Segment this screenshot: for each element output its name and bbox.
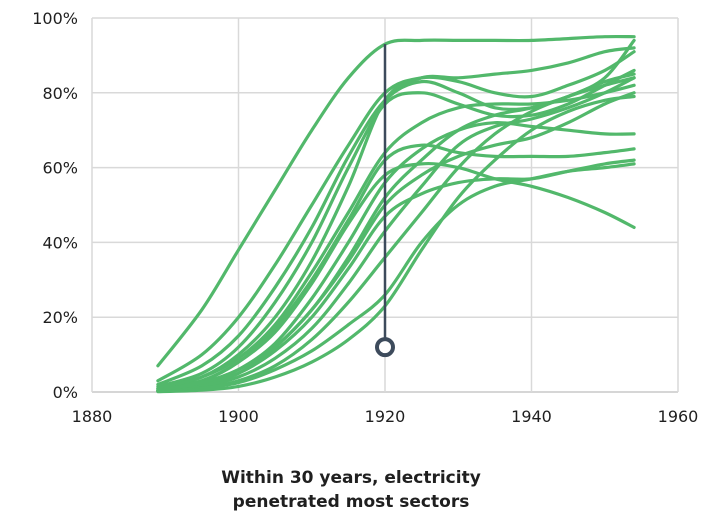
x-tick-label: 1940 [511,407,552,426]
series-line-3 [156,38,636,387]
series-lines [156,34,636,394]
x-tick-label: 1920 [365,407,406,426]
y-tick-label: 20% [42,308,78,327]
y-tick-label: 60% [42,159,78,178]
x-tick-label: 1900 [218,407,259,426]
highlight-marker [375,44,395,358]
series-line-11 [156,76,636,393]
x-tick-label: 1880 [72,407,113,426]
series-line-2 [156,50,636,383]
series-line-8 [156,121,636,392]
x-tick-label: 1960 [658,407,699,426]
x-axis-ticks: 1880 1900 1920 1940 1960 [72,407,699,426]
y-tick-label: 80% [42,84,78,103]
line-chart: 0% 20% 40% 60% 80% 100% 1880 1900 1920 1940 1960 [32,9,699,426]
series-line-12 [156,76,636,393]
caption-line-2: penetrated most sectors [232,492,470,512]
series-line-1 [156,34,636,368]
series-line-4 [156,68,636,388]
series-line-16 [156,91,636,392]
series-line-9 [156,72,636,392]
series-line-14 [156,94,636,394]
series-line-5 [156,46,636,390]
caption-line-1: Within 30 years, electricity [221,468,481,488]
y-tick-label: 40% [42,233,78,252]
marker-circle [375,337,395,358]
series-line-13 [156,162,636,393]
y-tick-label: 0% [53,383,78,402]
series-line-15 [156,83,636,390]
y-axis-ticks: 0% 20% 40% 60% 80% 100% [32,9,78,402]
y-tick-label: 100% [32,9,78,28]
